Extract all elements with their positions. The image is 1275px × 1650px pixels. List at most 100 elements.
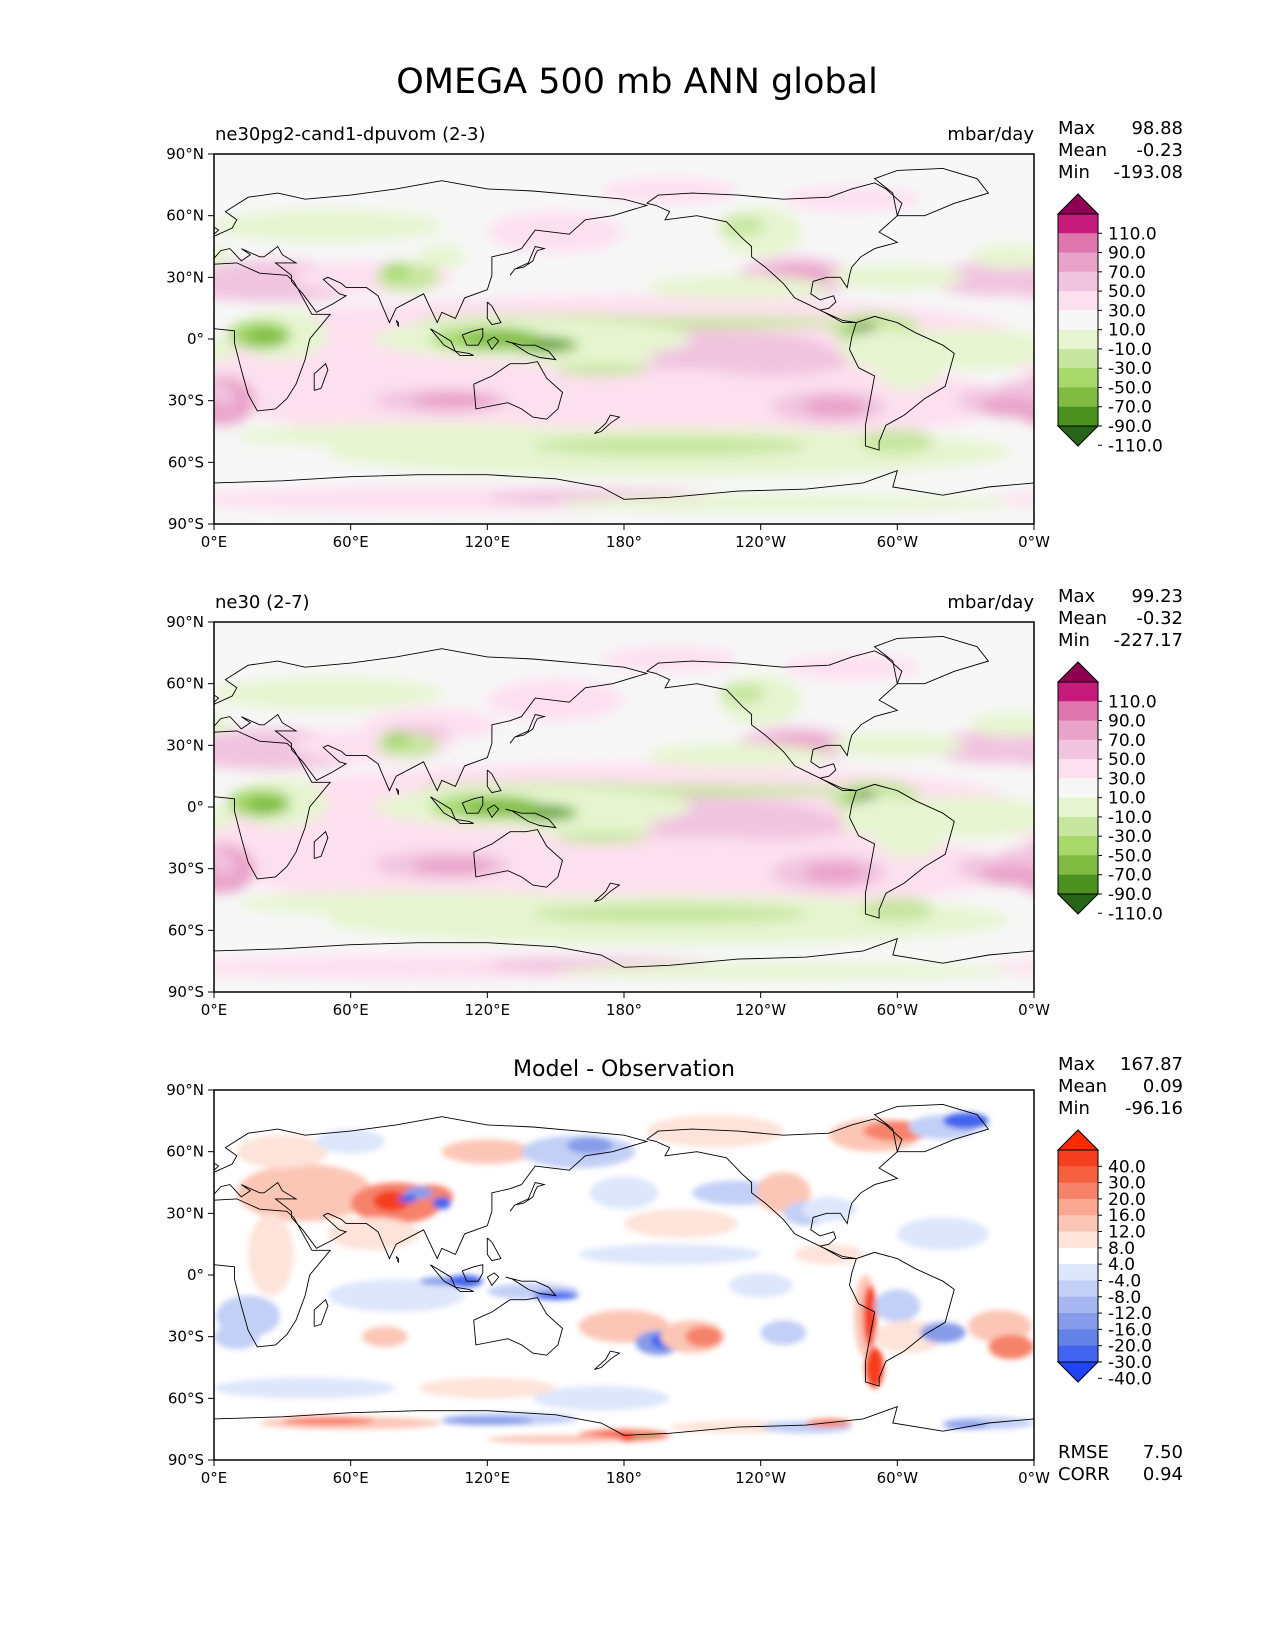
stat-value-min: -96.16 — [1125, 1098, 1183, 1119]
colorbar-segment — [1058, 816, 1098, 837]
field-contour — [441, 1139, 533, 1164]
field-contour — [931, 731, 1034, 764]
colorbar: 110.090.070.050.030.010.0-10.0-30.0-50.0… — [1056, 193, 1163, 456]
corr-label: CORR — [1058, 1464, 1110, 1485]
skill-scores: RMSE 7.50 CORR 0.94 — [1058, 1442, 1183, 1485]
x-tick-label: 60°W — [877, 1001, 919, 1019]
y-tick-label: 60°N — [166, 207, 204, 225]
field-contour — [601, 178, 738, 204]
colorbar-label: -110.0 — [1108, 436, 1163, 456]
colorbar: 110.090.070.050.030.010.0-10.0-30.0-50.0… — [1056, 661, 1163, 924]
panel-left-title: ne30pg2-cand1-dpuvom (2-3) — [215, 124, 486, 145]
colorbar-label: -20.0 — [1108, 1337, 1152, 1357]
field-contour — [860, 429, 934, 455]
coastline — [505, 340, 557, 361]
y-tick-label: 0° — [187, 330, 204, 348]
field-contour — [419, 244, 465, 270]
y-tick-label: 30°S — [168, 1328, 204, 1346]
coastline — [505, 808, 557, 829]
colorbar-segment — [1058, 271, 1098, 292]
y-tick-label: 30°S — [168, 860, 204, 878]
stat-label-mean: Mean — [1058, 1076, 1107, 1097]
colorbar-label: 110.0 — [1108, 692, 1157, 712]
colorbar-label: -70.0 — [1108, 398, 1152, 418]
colorbar-label: -4.0 — [1108, 1271, 1141, 1291]
field-contour — [876, 349, 941, 391]
figure-title: OMEGA 500 mb ANN global — [396, 62, 878, 102]
stat-label-mean: Mean — [1058, 140, 1107, 161]
field-contour — [931, 263, 1034, 296]
field-contour — [236, 1135, 328, 1169]
colorbar-segment — [1058, 836, 1098, 856]
field-contour — [362, 1326, 408, 1347]
field-contour — [863, 1285, 877, 1347]
map-field — [214, 178, 1034, 512]
field-contour — [487, 211, 624, 253]
colorbar-label: 10.0 — [1108, 321, 1146, 341]
panel-reference: ne30 (2-7) mbar/day Max 99.23 Mean -0.32… — [166, 586, 1183, 1019]
field-contour — [803, 396, 868, 418]
field-contour — [555, 831, 647, 844]
y-tick-label: 60°N — [166, 675, 204, 693]
field-contour — [214, 399, 224, 415]
stats-box: Max 99.23 Mean -0.32 Min -227.17 — [1058, 586, 1183, 651]
colorbar-label: 50.0 — [1108, 282, 1146, 302]
colorbar-extend-min — [1056, 425, 1100, 447]
corr-value: 0.94 — [1143, 1464, 1183, 1485]
coastline — [313, 362, 329, 391]
coastline — [455, 818, 474, 824]
colorbar-segment — [1058, 310, 1098, 331]
map-field — [214, 646, 1034, 980]
field-contour — [214, 1324, 260, 1349]
field-contour — [214, 1377, 397, 1399]
coastline — [461, 328, 484, 346]
colorbar-segment — [1058, 1280, 1098, 1298]
colorbar-segment — [1058, 739, 1098, 760]
colorbar-segment — [1058, 778, 1098, 799]
colorbar-label: 10.0 — [1108, 789, 1146, 809]
colorbar-segment — [1058, 701, 1098, 721]
x-tick-label: 120°E — [465, 1001, 511, 1019]
colorbar-extend-min — [1056, 1361, 1100, 1383]
colorbar-label: 90.0 — [1108, 244, 1146, 264]
y-tick-label: 30°N — [166, 268, 204, 286]
coastline — [509, 1181, 547, 1212]
colorbar-label: -50.0 — [1108, 378, 1152, 398]
coastline — [214, 1405, 1034, 1436]
y-tick-label: 30°N — [166, 1204, 204, 1222]
colorbar-segment — [1058, 1247, 1098, 1265]
coastline — [849, 1251, 955, 1387]
stat-label-min: Min — [1058, 630, 1090, 651]
coastline — [849, 315, 955, 451]
coastline — [486, 301, 502, 326]
coastline — [486, 1237, 502, 1262]
colorbar-segment — [1058, 682, 1098, 702]
stats-box: Max 98.88 Mean -0.23 Min -193.08 — [1058, 118, 1183, 183]
colorbar-segment — [1058, 759, 1098, 779]
y-tick-label: 60°S — [168, 453, 204, 471]
coastline — [214, 180, 649, 324]
coastline — [473, 829, 564, 888]
colorbar-segment — [1058, 874, 1098, 895]
field-contour — [214, 209, 442, 243]
coastline — [214, 648, 649, 792]
stat-label-max: Max — [1058, 1054, 1096, 1075]
field-contour — [874, 1289, 921, 1323]
field-contour — [532, 903, 807, 925]
panel-test: ne30pg2-cand1-dpuvom (2-3) mbar/day Max … — [166, 118, 1183, 551]
colorbar-label: 30.0 — [1108, 1174, 1146, 1194]
stat-value-max: 98.88 — [1131, 118, 1183, 139]
field-contour — [412, 392, 495, 409]
field-contour — [646, 1114, 784, 1148]
field-contour — [646, 743, 830, 768]
colorbar-label: 110.0 — [1108, 224, 1157, 244]
x-tick-label: 60°E — [333, 1001, 369, 1019]
stat-value-min: -193.08 — [1114, 162, 1183, 183]
colorbar: 40.030.020.016.012.08.04.0-4.0-8.0-12.0-… — [1056, 1129, 1152, 1389]
y-tick-label: 90°S — [168, 515, 204, 533]
field-contour — [601, 646, 738, 672]
field-contour — [942, 1421, 989, 1430]
field-contour — [487, 679, 624, 721]
colorbar-segment — [1058, 1329, 1098, 1347]
x-tick-label: 60°W — [877, 1469, 919, 1487]
